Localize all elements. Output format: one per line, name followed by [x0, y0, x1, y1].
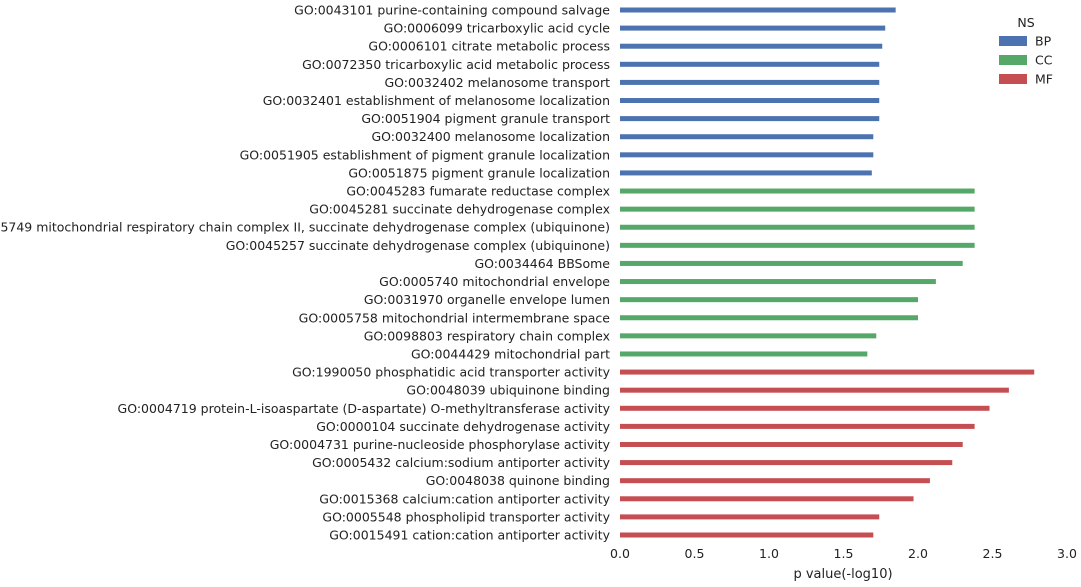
legend-swatch-mf [999, 74, 1027, 84]
y-tick-label: GO:0045283 fumarate reductase complex [346, 184, 610, 199]
bar-mf-22 [620, 405, 990, 411]
y-tick-label: GO:0032401 establishment of melanosome l… [263, 93, 610, 108]
bar-bp-6 [620, 116, 880, 122]
bar-mf-21 [620, 387, 1009, 393]
legend-title: NS [1017, 15, 1034, 30]
bar-bp-4 [620, 79, 880, 85]
y-tick-label: GO:0000104 succinate dehydrogenase activ… [316, 419, 610, 434]
bar-cc-12 [620, 224, 975, 230]
y-tick-label: GO:0004719 protein-L-isoaspartate (D-asp… [118, 401, 611, 416]
bar-mf-20 [620, 369, 1035, 375]
y-tick-label: GO:0051904 pigment granule transport [361, 111, 610, 126]
y-tick-label: GO:0032400 melanosome localization [372, 129, 611, 144]
legend-swatch-cc [999, 55, 1027, 65]
x-tick-label: 3.0 [1057, 546, 1077, 561]
bar-cc-11 [620, 206, 975, 212]
bar-mf-25 [620, 460, 953, 466]
bar-bp-0 [620, 7, 896, 13]
bar-mf-26 [620, 478, 930, 484]
y-tick-label: GO:0043101 purine-containing compound sa… [294, 3, 610, 18]
x-tick-label: 0.5 [685, 546, 705, 561]
bar-cc-18 [620, 333, 877, 339]
x-tick-label: 1.5 [834, 546, 854, 561]
y-tick-label: GO:0051875 pigment granule localization [348, 165, 610, 180]
y-tick-label: GO:0005432 calcium:sodium antiporter act… [312, 455, 611, 470]
bar-bp-7 [620, 134, 874, 140]
bar-cc-16 [620, 297, 918, 303]
legend-label-mf: MF [1035, 72, 1053, 87]
x-tick-label: 0.0 [610, 546, 630, 561]
x-tick-label: 2.5 [983, 546, 1003, 561]
y-tick-label: GO:0005749 mitochondrial respiratory cha… [0, 220, 610, 235]
bar-cc-10 [620, 188, 975, 194]
bar-cc-15 [620, 279, 936, 285]
y-tick-label: GO:0015491 cation:cation antiporter acti… [329, 528, 610, 543]
legend-swatch-bp [999, 36, 1027, 46]
y-tick-label: GO:0034464 BBSome [474, 256, 610, 271]
legend: NS BP CC MF [999, 15, 1053, 87]
y-tick-label: GO:0031970 organelle envelope lumen [364, 292, 610, 307]
bar-bp-9 [620, 170, 872, 176]
y-tick-label: GO:0005758 mitochondrial intermembrane s… [299, 310, 611, 325]
bar-mf-28 [620, 514, 880, 520]
bar-bp-5 [620, 98, 880, 104]
bar-cc-19 [620, 351, 868, 357]
bar-group [620, 7, 1035, 538]
x-axis-label: p value(-log10) [793, 567, 892, 582]
y-tick-label: GO:0072350 tricarboxylic acid metabolic … [302, 57, 610, 72]
y-tick-label: GO:0005548 phospholipid transporter acti… [322, 509, 610, 524]
legend-label-bp: BP [1035, 34, 1052, 49]
y-tick-label: GO:0098803 respiratory chain complex [364, 328, 610, 343]
bar-cc-13 [620, 242, 975, 248]
bar-mf-24 [620, 441, 963, 447]
y-tick-label: GO:0048039 ubiquinone binding [406, 383, 610, 398]
y-tick-label: GO:0032402 melanosome transport [385, 75, 611, 90]
bar-bp-8 [620, 152, 874, 158]
y-tick-label: GO:0006101 citrate metabolic process [368, 39, 610, 54]
x-tick-label: 1.0 [759, 546, 779, 561]
x-tick-label: 2.0 [908, 546, 928, 561]
bar-mf-29 [620, 532, 874, 538]
y-tick-label: GO:0005740 mitochondrial envelope [379, 274, 610, 289]
y-tick-label: GO:0044429 mitochondrial part [411, 346, 610, 361]
y-tick-label: GO:0048038 quinone binding [426, 473, 610, 488]
y-tick-label: GO:0006099 tricarboxylic acid cycle [384, 21, 611, 36]
bar-cc-14 [620, 260, 963, 266]
legend-label-cc: CC [1035, 53, 1053, 68]
bar-mf-27 [620, 496, 914, 502]
bar-bp-2 [620, 43, 883, 49]
y-tick-label: GO:1990050 phosphatidic acid transporter… [292, 365, 610, 380]
y-tick-label: GO:0045257 succinate dehydrogenase compl… [226, 238, 610, 253]
bar-bp-3 [620, 61, 880, 67]
bar-cc-17 [620, 315, 918, 321]
y-tick-label: GO:0004731 purine-nucleoside phosphoryla… [270, 437, 611, 452]
y-tick-label: GO:0045281 succinate dehydrogenase compl… [309, 202, 610, 217]
x-axis-ticks: 0.0 0.5 1.0 1.5 2.0 2.5 3.0 [610, 546, 1077, 561]
bar-mf-23 [620, 423, 975, 429]
bar-bp-1 [620, 25, 886, 31]
y-axis-labels: GO:0043101 purine-containing compound sa… [0, 3, 611, 543]
y-tick-label: GO:0015368 calcium:cation antiporter act… [319, 491, 610, 506]
y-tick-label: GO:0051905 establishment of pigment gran… [240, 147, 610, 162]
legend-entries: BP CC MF [999, 34, 1053, 87]
